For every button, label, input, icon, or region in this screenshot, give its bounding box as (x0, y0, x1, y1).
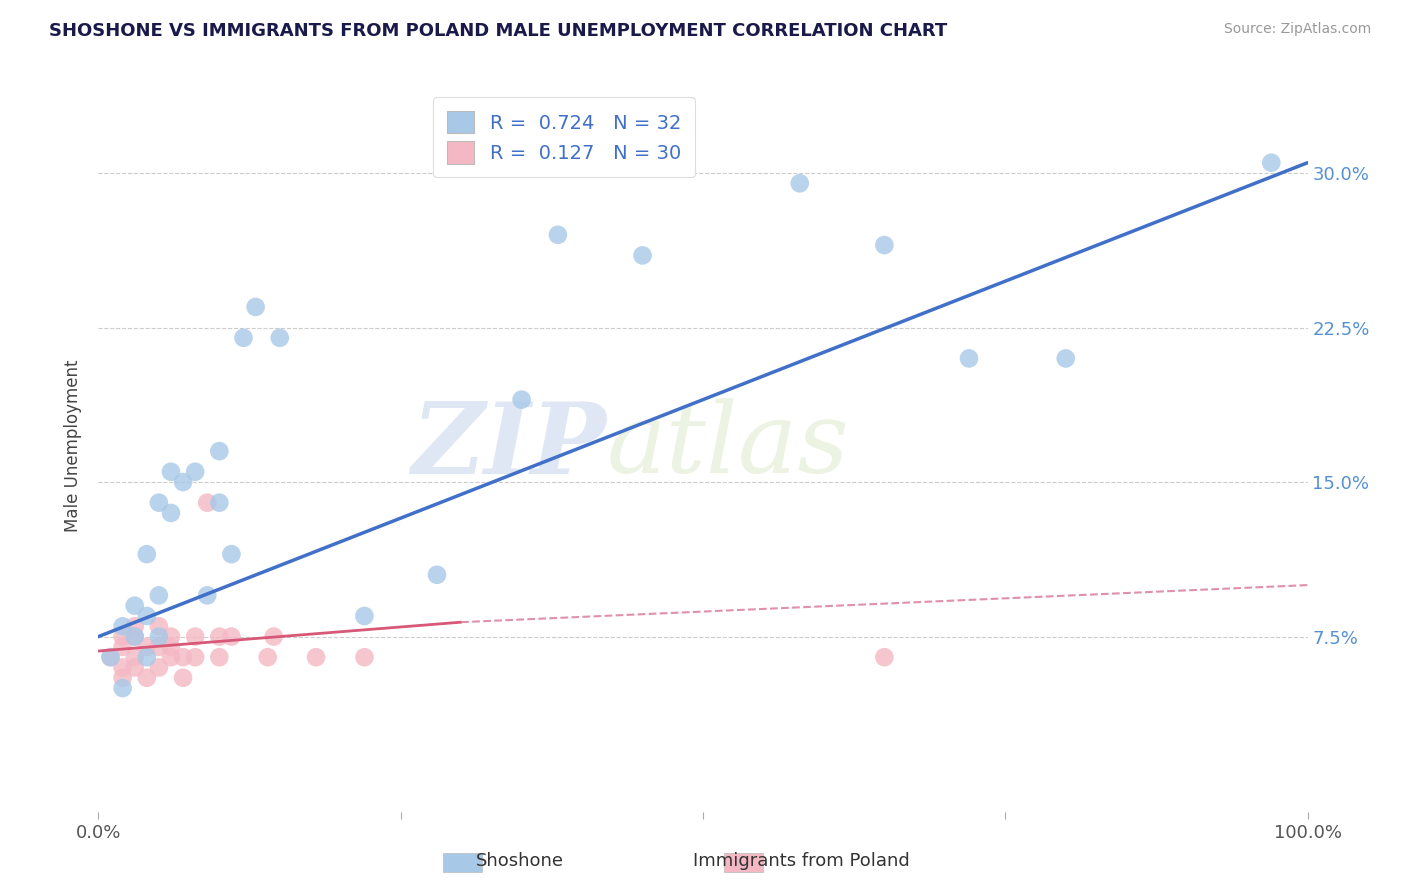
Point (547, 227, 569, 242)
Point (631, 248, 654, 262)
Point (195, 588, 218, 602)
Point (135, 547, 157, 561)
Text: Source: ZipAtlas.com: Source: ZipAtlas.com (1223, 22, 1371, 37)
Point (172, 671, 194, 685)
Point (195, 496, 218, 510)
Text: SHOSHONE VS IMMIGRANTS FROM POLAND MALE UNEMPLOYMENT CORRELATION CHART: SHOSHONE VS IMMIGRANTS FROM POLAND MALE … (49, 22, 948, 40)
Point (245, 300, 267, 314)
Point (100, 650, 122, 665)
Point (160, 630, 183, 644)
Point (111, 671, 134, 685)
Point (208, 496, 231, 510)
Point (148, 640, 170, 654)
Point (124, 630, 146, 644)
Point (208, 650, 231, 665)
Point (184, 465, 207, 479)
Point (111, 619, 134, 633)
Point (873, 238, 896, 252)
Point (135, 640, 157, 654)
Point (124, 599, 146, 613)
Point (111, 681, 134, 695)
Point (353, 650, 375, 665)
Text: ZIP: ZIP (412, 398, 606, 494)
Text: atlas: atlas (606, 399, 849, 493)
Point (172, 475, 194, 489)
Point (111, 660, 134, 674)
Point (135, 609, 157, 624)
Point (148, 619, 170, 633)
Point (100, 650, 122, 665)
Point (160, 465, 183, 479)
Point (789, 176, 811, 190)
Point (148, 496, 170, 510)
Point (353, 609, 375, 624)
Point (208, 444, 231, 458)
Point (221, 547, 243, 561)
Point (184, 630, 207, 644)
Point (135, 671, 157, 685)
Point (135, 650, 157, 665)
Point (263, 630, 285, 644)
Point (269, 331, 291, 345)
Point (148, 630, 170, 644)
Text: Shoshone: Shoshone (477, 852, 564, 870)
Point (184, 650, 207, 665)
Point (160, 650, 183, 665)
Point (124, 619, 146, 633)
Point (111, 640, 134, 654)
Point (124, 630, 146, 644)
Point (510, 392, 533, 407)
Point (124, 650, 146, 665)
Point (160, 506, 183, 520)
Point (172, 650, 194, 665)
Point (873, 650, 896, 665)
Point (1260, 155, 1282, 169)
Point (148, 588, 170, 602)
Point (160, 640, 183, 654)
Legend: R =  0.724   N = 32, R =  0.127   N = 30: R = 0.724 N = 32, R = 0.127 N = 30 (433, 97, 695, 178)
Point (208, 630, 231, 644)
Point (426, 567, 449, 582)
Text: Immigrants from Poland: Immigrants from Poland (693, 852, 910, 870)
Point (124, 660, 146, 674)
Point (1054, 351, 1077, 366)
Y-axis label: Male Unemployment: Male Unemployment (65, 359, 83, 533)
Point (148, 660, 170, 674)
Point (221, 630, 243, 644)
Point (256, 650, 278, 665)
Point (232, 331, 254, 345)
Point (111, 630, 134, 644)
Point (305, 650, 328, 665)
Point (957, 351, 980, 366)
